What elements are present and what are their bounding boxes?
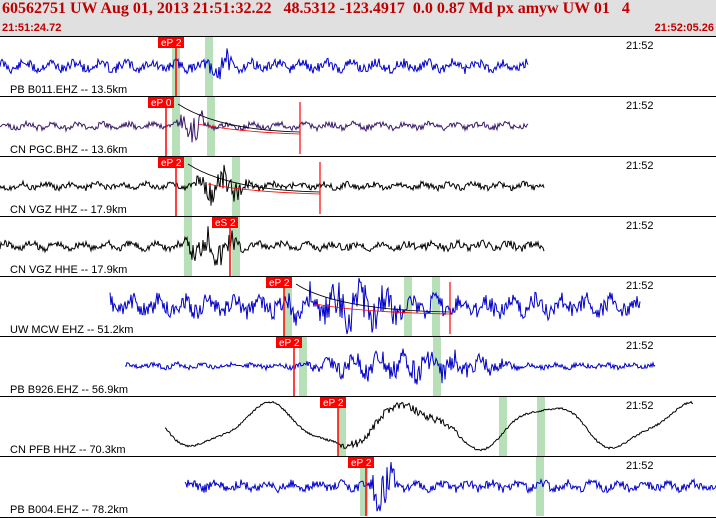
phase-window: [432, 277, 440, 336]
phase-window: [299, 337, 307, 396]
trace-time-label: 21:52: [626, 460, 654, 472]
phase-window: [536, 457, 544, 516]
trace-time-label: 21:52: [626, 400, 654, 412]
waveform-trace: [164, 400, 693, 452]
station-label: PB B926.EHZ -- 56.9km: [10, 384, 128, 396]
pick-label: eP 2: [351, 458, 372, 469]
trace-time-label: 21:52: [626, 220, 654, 232]
coda-curve: [177, 103, 301, 133]
pick-label: eP 0: [151, 98, 172, 109]
start-time: 21:51:24.72: [2, 22, 62, 34]
pick-label: eP 2: [269, 278, 290, 289]
phase-window: [499, 397, 507, 456]
coda-fit-curve: [315, 303, 451, 315]
event-title: 60562751 UW Aug 01, 2013 21:51:32.22 48.…: [2, 0, 630, 17]
pick-flag: [212, 217, 238, 228]
pick-flag: [276, 337, 302, 348]
station-label: CN VGZ HHE -- 17.9km: [10, 264, 127, 276]
trace-time-label: 21:52: [626, 40, 654, 52]
header-bar: 60562751 UW Aug 01, 2013 21:51:32.22 48.…: [0, 0, 716, 36]
pick-flag: [158, 37, 184, 48]
pick-flag: [158, 157, 184, 168]
pick-label: eP 2: [323, 398, 344, 409]
phase-window: [184, 217, 192, 276]
station-label: CN VGZ HHZ -- 17.9km: [10, 204, 127, 216]
coda-curve: [187, 163, 321, 193]
end-time: 21:52:05.26: [654, 22, 714, 34]
coda-fit-curve: [197, 123, 301, 135]
waveform-trace: [109, 277, 641, 335]
waveform-trace: [0, 164, 545, 206]
phase-window: [537, 397, 545, 456]
coda-fit-curve: [207, 183, 321, 195]
pick-flag: [348, 457, 374, 468]
trace-time-label: 21:52: [626, 340, 654, 352]
station-label: CN PGC.BHZ -- 13.6km: [10, 144, 127, 156]
pick-flag: [320, 397, 346, 408]
station-label: CN PFB HHZ -- 70.3km: [10, 444, 126, 456]
phase-window: [338, 397, 346, 456]
trace-time-label: 21:52: [626, 160, 654, 172]
waveform-trace: [184, 462, 716, 512]
waveform-trace: [124, 348, 656, 385]
phase-window: [232, 217, 240, 276]
waveform-trace: [0, 226, 545, 266]
pick-flag: [266, 277, 292, 288]
waveform-trace: [0, 110, 529, 143]
station-label: PB B011.EHZ -- 13.5km: [10, 84, 127, 96]
pick-flag: [148, 97, 174, 108]
station-label: UW MCW EHZ -- 51.2km: [10, 324, 133, 336]
trace-time-label: 21:52: [626, 280, 654, 292]
coda-curve: [295, 283, 451, 313]
phase-window: [404, 277, 412, 336]
station-label: PB B004.EHZ -- 78.2km: [10, 504, 128, 516]
pick-label: eP 2: [161, 38, 182, 49]
waveform-trace: [0, 48, 529, 80]
phase-window: [433, 337, 441, 396]
pick-label: eP 2: [279, 338, 300, 349]
trace-time-label: 21:52: [626, 100, 654, 112]
seismogram-panel[interactable]: eP 2 21:52 PB B011.EHZ -- 13.5km eP 0 21:52 C…: [0, 36, 716, 518]
phase-window: [172, 97, 180, 156]
pick-label: eS 2: [215, 218, 236, 229]
pick-label: eP 2: [161, 158, 182, 169]
